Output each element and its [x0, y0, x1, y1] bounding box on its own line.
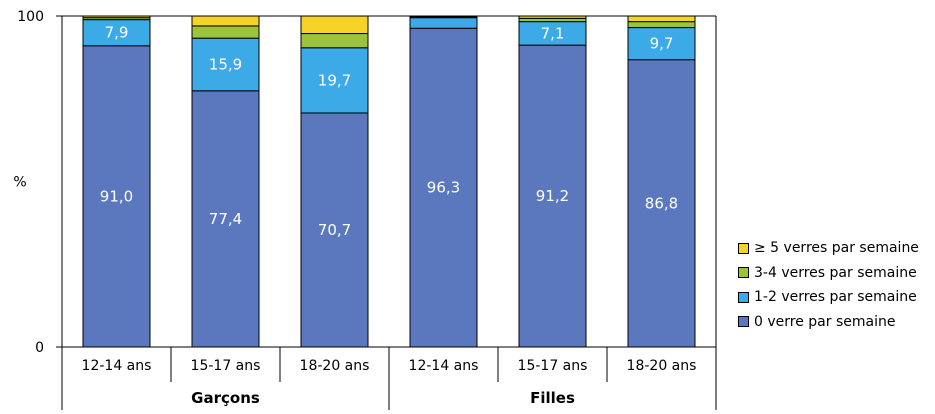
data-label: 19,7 — [318, 71, 351, 89]
legend-item: 1-2 verres par semaine — [738, 285, 919, 310]
bar-segment-3-2 — [300, 15, 369, 35]
y-axis-label: % — [13, 175, 26, 191]
legend-swatch — [738, 291, 749, 303]
bar-segment-2-5 — [627, 21, 696, 29]
y-tick-label: 100 — [17, 9, 44, 25]
legend-item: 0 verre par semaine — [738, 310, 919, 335]
data-label: 91,2 — [536, 187, 569, 205]
legend-swatch — [738, 242, 749, 254]
legend-swatch — [738, 316, 749, 328]
data-label: 86,8 — [645, 194, 678, 212]
data-label: 91,0 — [100, 187, 133, 205]
bar-segment-2-2 — [300, 33, 369, 49]
data-label: 15,9 — [209, 55, 242, 73]
data-label: 70,7 — [318, 221, 351, 239]
bar-segment-3-5 — [627, 15, 696, 23]
legend-swatch — [738, 267, 749, 279]
bar-segment-0-5 — [627, 59, 696, 348]
bar-segment-1-3 — [409, 17, 478, 29]
legend: ≥ 5 verres par semaine 3-4 verres par sem… — [738, 236, 919, 334]
data-label: 7,1 — [541, 24, 565, 42]
bar-segment-0-3 — [409, 27, 478, 348]
group-label: Garçons — [191, 389, 260, 407]
y-tick-label: 0 — [35, 340, 44, 356]
legend-item: 3-4 verres par semaine — [738, 261, 919, 286]
legend-label: 3-4 verres par semaine — [754, 264, 917, 281]
legend-label: ≥ 5 verres par semaine — [754, 240, 919, 257]
legend-item: ≥ 5 verres par semaine — [738, 236, 919, 261]
bar-segment-0-4 — [518, 44, 587, 348]
data-label: 9,7 — [650, 35, 674, 53]
group-label: Filles — [530, 389, 575, 407]
category-label: 15-17 ans — [518, 358, 588, 374]
data-label: 77,4 — [209, 210, 242, 228]
category-label: 15-17 ans — [191, 358, 261, 374]
bar-segment-3-1 — [191, 15, 260, 27]
bar-segment-2-1 — [191, 25, 260, 39]
data-label: 96,3 — [427, 179, 460, 197]
bar-segment-1-5 — [627, 27, 696, 61]
category-label: 18-20 ans — [300, 358, 370, 374]
category-label: 12-14 ans — [409, 358, 479, 374]
data-label: 7,9 — [105, 24, 129, 42]
bar-segment-1-0 — [82, 19, 151, 47]
bar-segment-0-0 — [82, 45, 151, 348]
category-label: 18-20 ans — [627, 358, 697, 374]
legend-label: 0 verre par semaine — [754, 313, 896, 330]
category-label: 12-14 ans — [82, 358, 152, 374]
bar-segment-0-1 — [191, 90, 260, 348]
legend-label: 1-2 verres par semaine — [754, 289, 917, 306]
